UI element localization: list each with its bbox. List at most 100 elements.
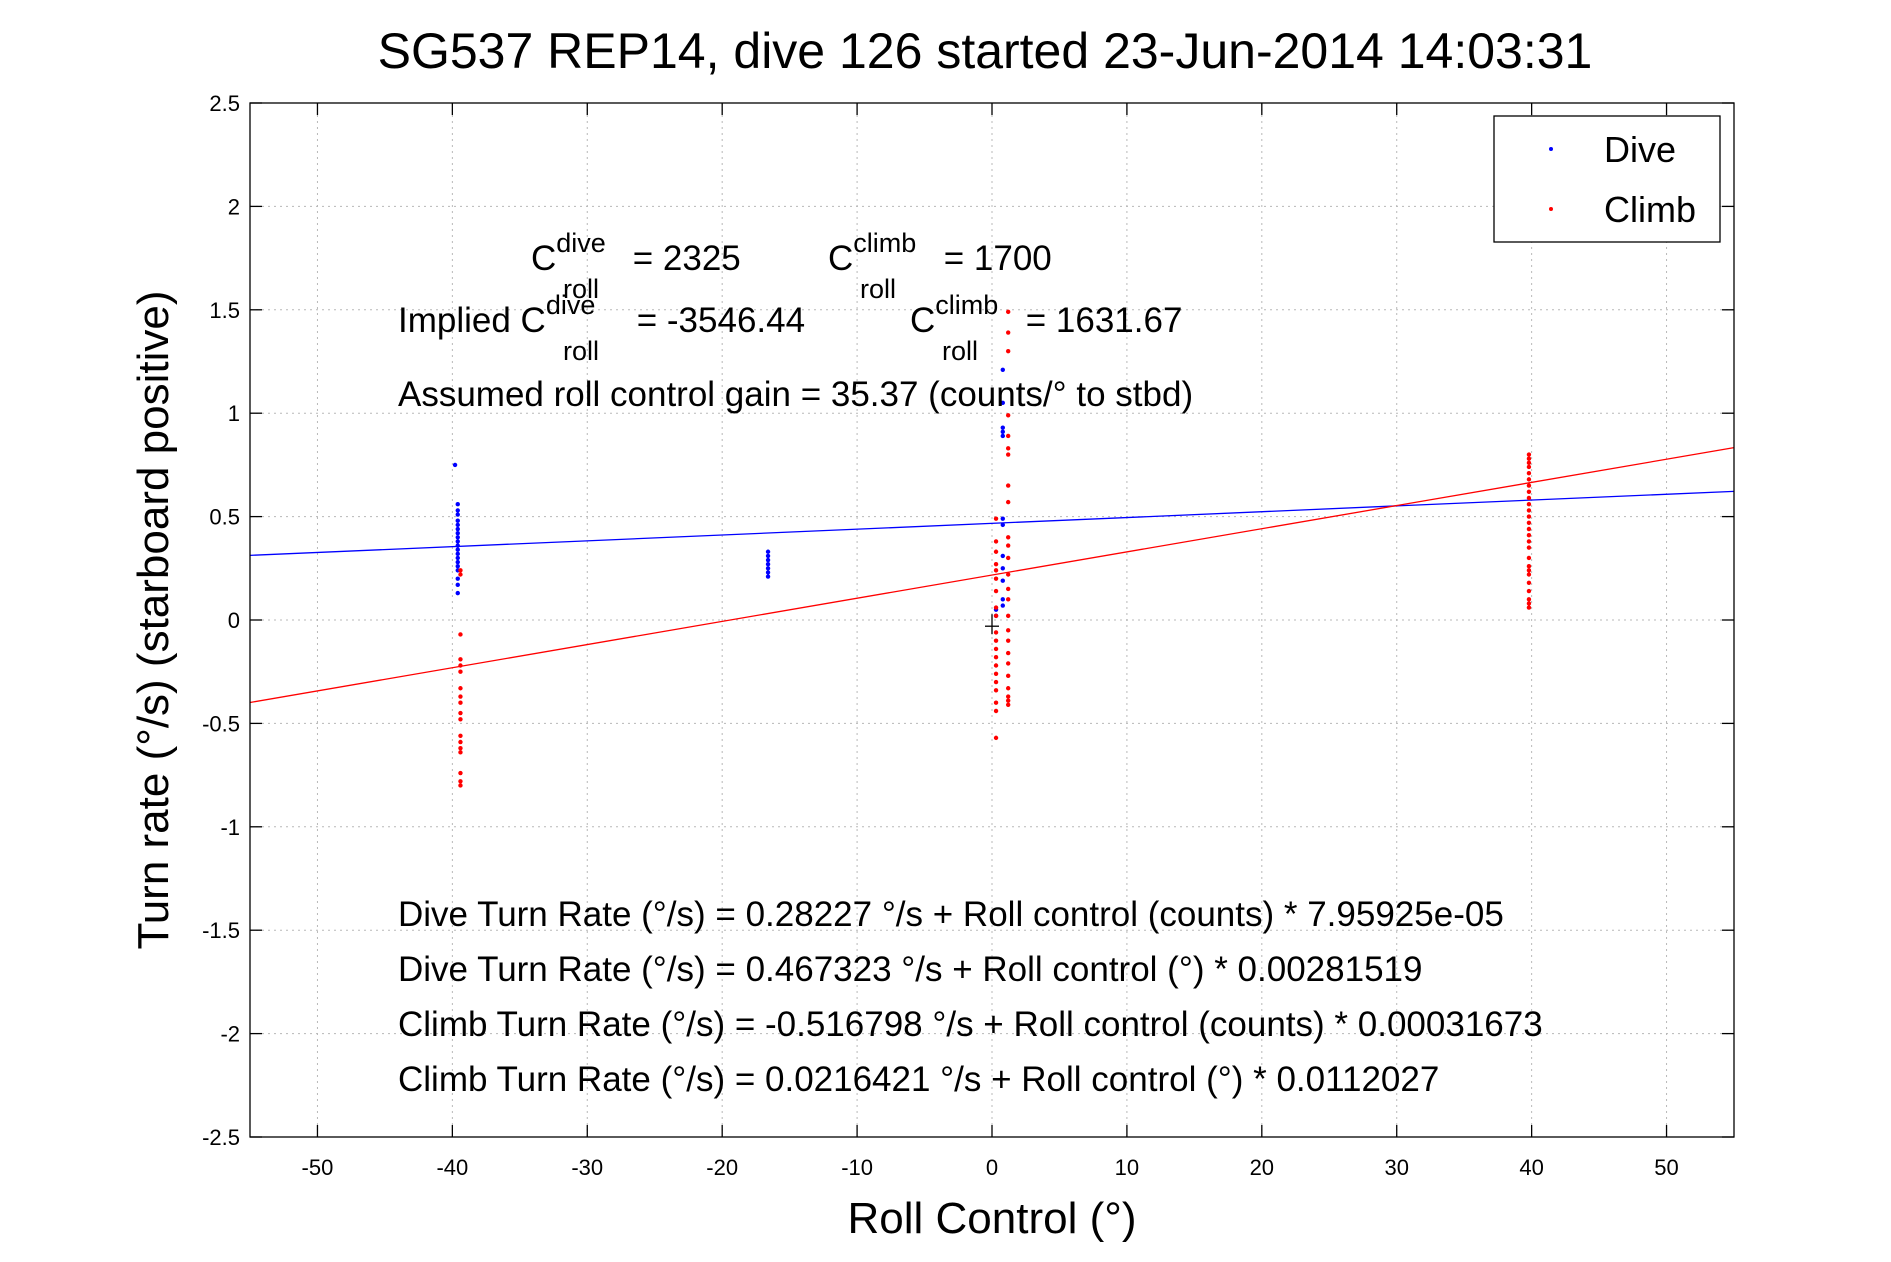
point-dive [1000, 553, 1005, 559]
point-dive [455, 512, 460, 517]
point-climb [1005, 413, 1011, 418]
equation-climb-counts: Climb Turn Rate (°/s) = -0.516798 °/s + … [398, 1005, 1543, 1044]
point-climb [1526, 555, 1532, 561]
y-tick-label: 2 [228, 194, 240, 219]
point-dive [455, 547, 460, 552]
point-climb [1526, 456, 1532, 461]
point-dive [455, 508, 460, 513]
point-climb [458, 733, 463, 739]
point-climb [1526, 605, 1532, 610]
implied-climb-sup: climb [935, 290, 998, 320]
point-dive [1000, 429, 1005, 435]
coef-climb-sup: climb [853, 228, 916, 258]
implied-dive-sub: roll [563, 336, 599, 366]
point-climb [458, 700, 463, 705]
point-climb [1005, 330, 1011, 335]
x-tick-label: 50 [1654, 1155, 1678, 1180]
equation-dive-counts: Dive Turn Rate (°/s) = 0.28227 °/s + Rol… [398, 895, 1504, 934]
point-dive [1000, 603, 1005, 608]
point-dive [452, 462, 458, 468]
chart-title: SG537 REP14, dive 126 started 23-Jun-201… [378, 23, 1593, 79]
point-dive [455, 564, 460, 569]
point-dive [765, 557, 771, 563]
point-climb [1526, 597, 1532, 602]
point-climb [1526, 520, 1532, 526]
coef-dive-value: = 2325 [623, 239, 741, 278]
point-climb [993, 638, 999, 643]
point-dive [1000, 367, 1005, 372]
equation-dive-degrees: Dive Turn Rate (°/s) = 0.467323 °/s + Ro… [398, 950, 1422, 989]
point-climb [458, 572, 463, 577]
point-climb [1005, 613, 1011, 619]
point-dive [1000, 516, 1005, 521]
point-climb [1005, 348, 1011, 354]
point-climb [993, 646, 999, 652]
equation-climb-degrees: Climb Turn Rate (°/s) = 0.0216421 °/s + … [398, 1060, 1439, 1099]
grid [250, 103, 1734, 1137]
point-climb [458, 686, 463, 691]
x-tick-label: 20 [1250, 1155, 1274, 1180]
implied-climb-sub: roll [942, 336, 978, 366]
legend-marker-dive [1549, 147, 1553, 151]
point-climb [458, 770, 463, 776]
point-climb [993, 516, 999, 521]
point-climb [458, 779, 463, 784]
legend: Dive Climb [1493, 115, 1721, 243]
point-climb [1005, 446, 1011, 451]
point-climb [1005, 702, 1011, 707]
point-climb [458, 710, 463, 716]
point-dive [1000, 425, 1005, 430]
point-dive [455, 559, 460, 565]
point-climb [993, 561, 999, 567]
point-dive [765, 570, 771, 575]
y-tick-label: 1 [228, 401, 240, 426]
point-climb [993, 708, 999, 714]
point-climb [1526, 533, 1532, 538]
point-climb [993, 735, 999, 741]
point-climb [1005, 535, 1011, 540]
coef-climb-c: C [828, 239, 853, 278]
point-climb [1005, 555, 1011, 561]
implied-climb-value: = 1631.67 [1016, 301, 1182, 340]
origin-marker-layer [985, 614, 999, 635]
point-climb [1526, 452, 1532, 457]
point-climb [993, 549, 999, 554]
point-climb [993, 655, 999, 660]
point-climb [1005, 698, 1011, 703]
point-climb [1526, 501, 1532, 507]
point-dive [455, 522, 460, 528]
point-climb [1005, 686, 1011, 691]
point-climb [1526, 489, 1532, 494]
x-tick-label: -40 [436, 1155, 468, 1180]
point-climb [993, 679, 999, 685]
coef-climb-value: = 1700 [934, 239, 1052, 278]
point-climb [1005, 694, 1011, 699]
point-dive [765, 553, 771, 559]
point-climb [993, 630, 999, 635]
axis-ticks: -50 -40 -30 -20 -10 0 10 20 30 40 50-2.5-2-1.5-1-0… [202, 91, 1734, 1180]
y-tick-label: 0.5 [209, 505, 240, 530]
point-climb [1526, 545, 1532, 550]
point-dive [765, 574, 771, 579]
point-climb [993, 539, 999, 544]
point-climb [1005, 433, 1011, 439]
y-tick-label: 1.5 [209, 298, 240, 323]
y-tick-label: -0.5 [202, 711, 240, 736]
point-climb [993, 588, 999, 594]
point-dive [455, 555, 460, 561]
point-climb [1526, 572, 1532, 577]
x-tick-label: -10 [841, 1155, 873, 1180]
legend-marker-climb [1549, 207, 1553, 211]
point-dive [1000, 597, 1005, 602]
coef-climb-sub: roll [860, 274, 896, 304]
y-tick-label: 0 [228, 608, 240, 633]
x-tick-label: -50 [302, 1155, 334, 1180]
point-climb [1005, 499, 1011, 505]
point-dive [455, 576, 460, 581]
point-climb [1005, 543, 1011, 548]
point-climb [1526, 580, 1532, 585]
x-tick-label: 30 [1384, 1155, 1408, 1180]
point-climb [1526, 568, 1532, 573]
point-dive [765, 566, 771, 571]
point-climb [993, 568, 999, 573]
